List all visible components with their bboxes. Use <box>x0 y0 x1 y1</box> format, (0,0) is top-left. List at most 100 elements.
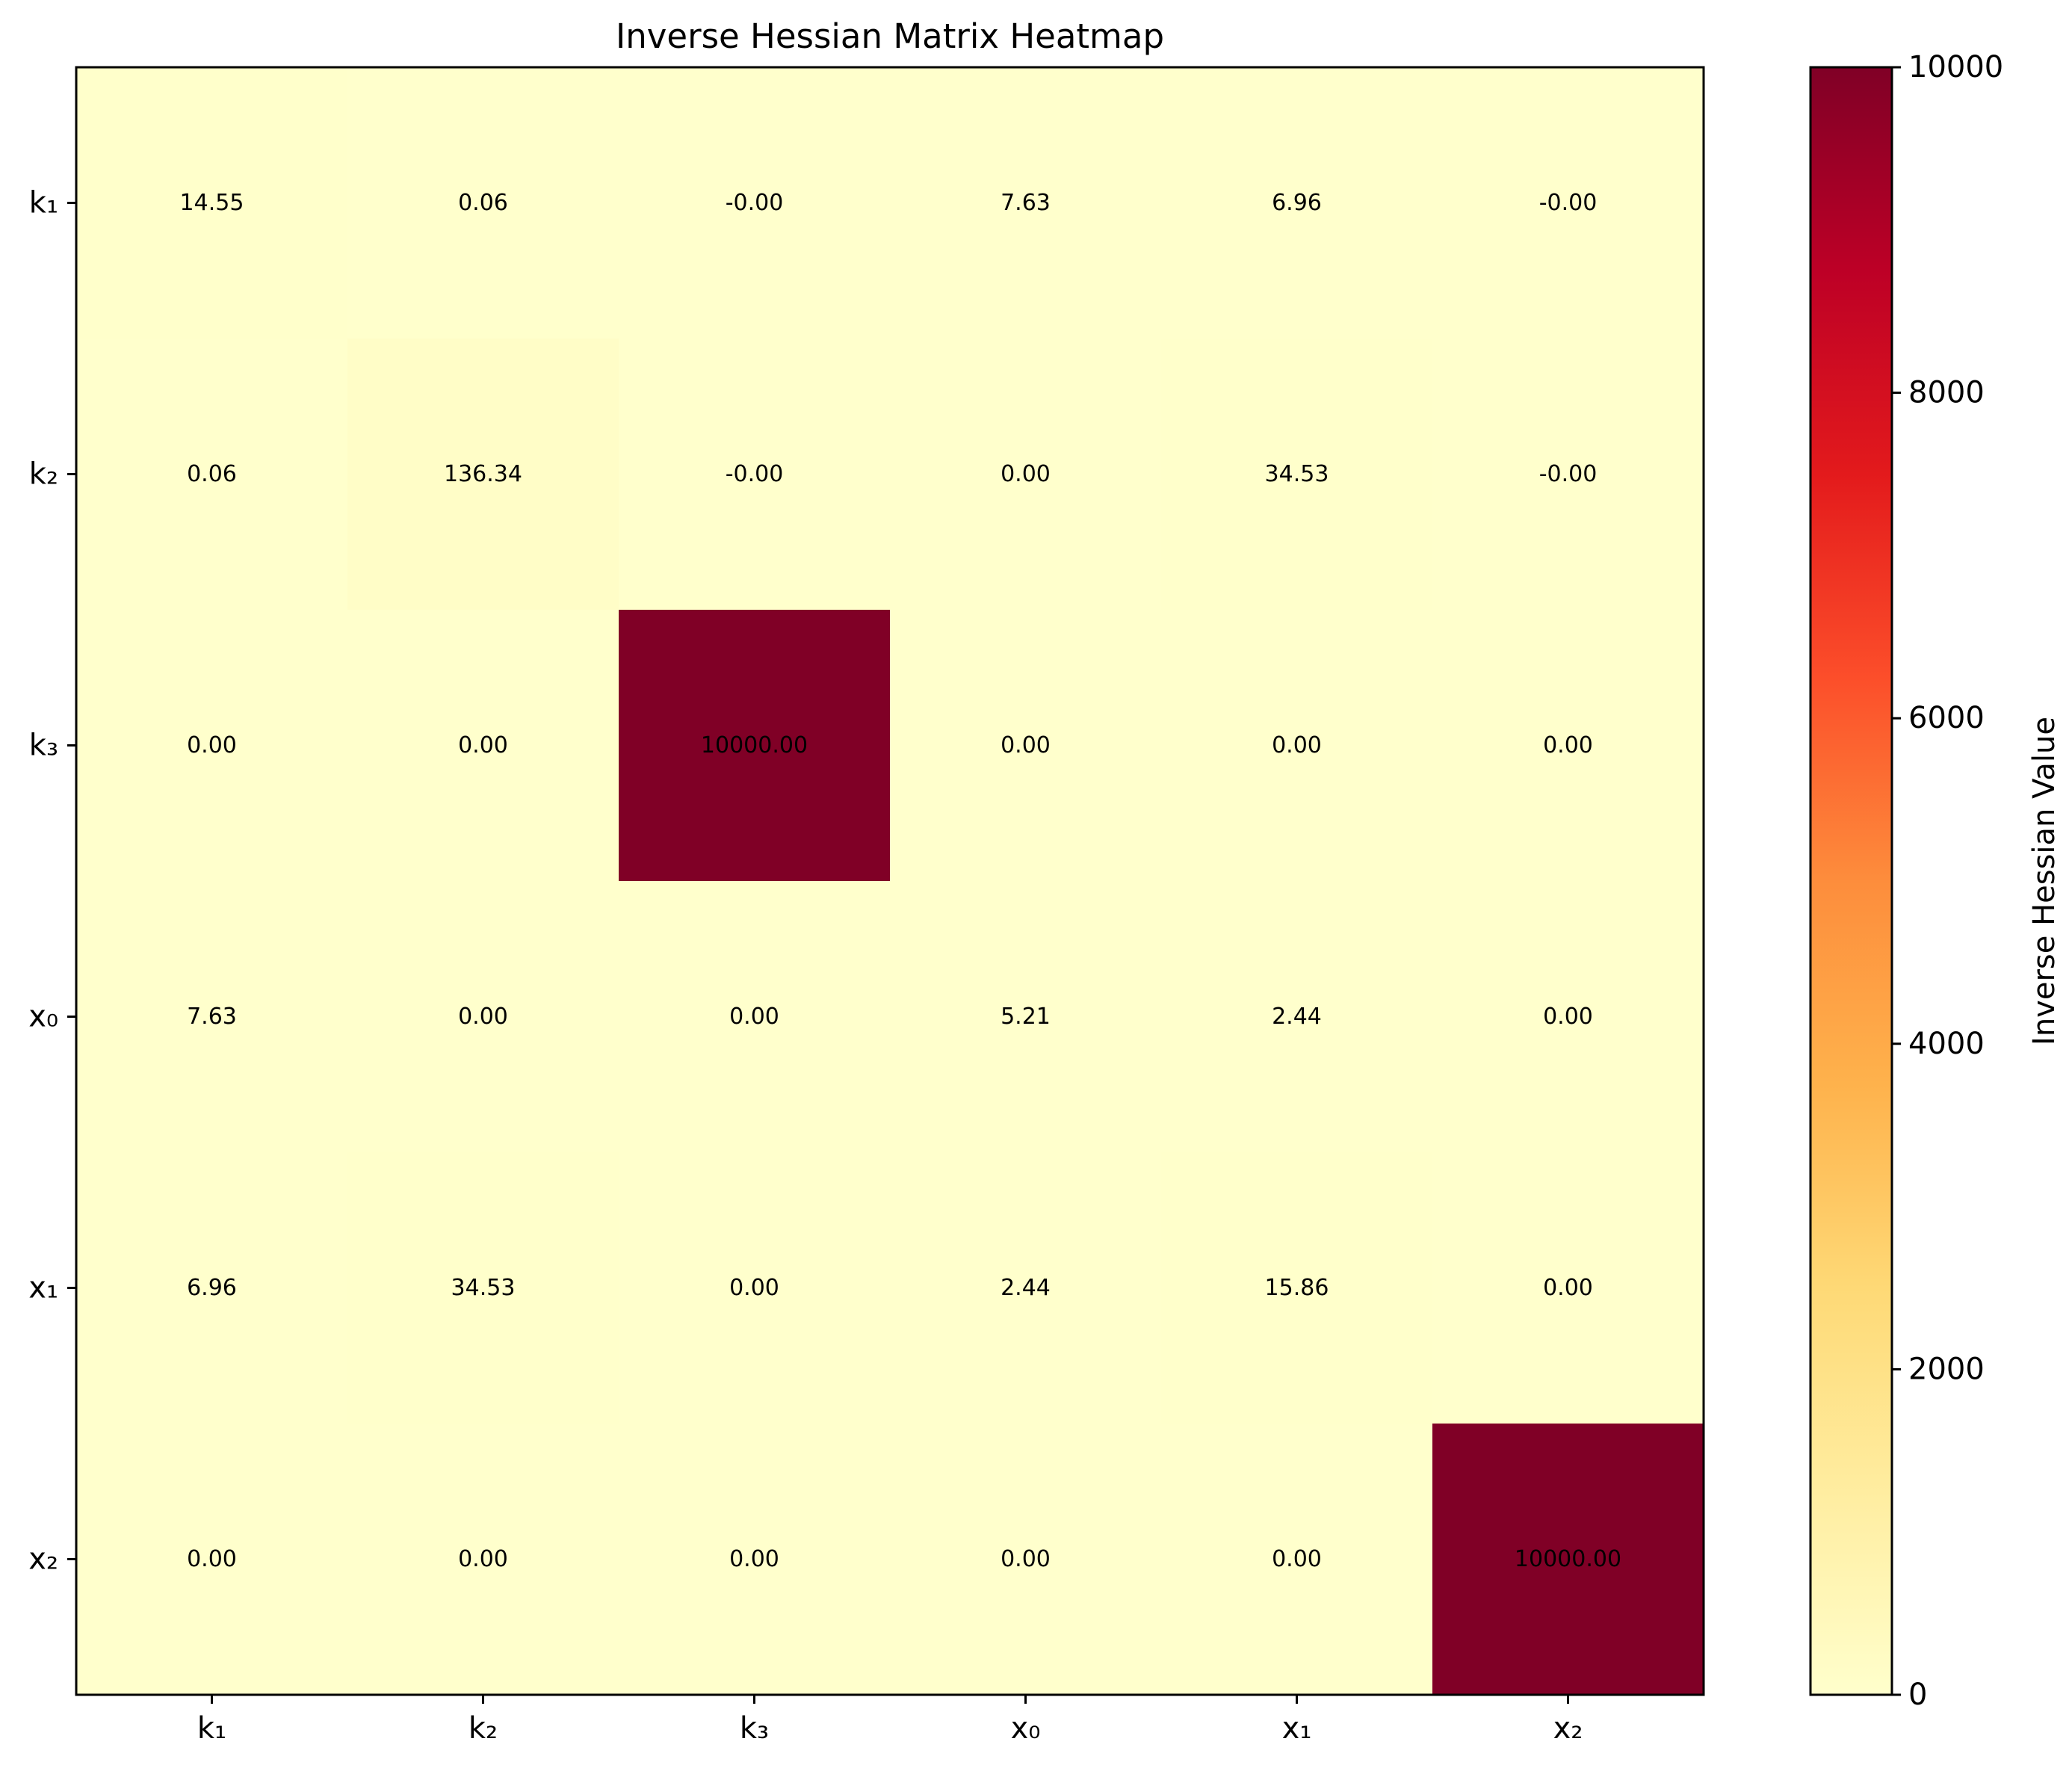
cell-value-label: 34.53 <box>1265 461 1329 487</box>
heatmap-cell <box>1432 610 1704 882</box>
heatmap-cell <box>619 67 891 339</box>
heatmap-cell <box>347 610 619 882</box>
x-axis: k₁ k₂ k₃ x₀ x₁ x₂ <box>197 1695 1583 1746</box>
heatmap-cell <box>1432 67 1704 339</box>
cell-value-label: -0.00 <box>726 461 784 487</box>
heatmap-cell <box>890 1152 1162 1424</box>
colorbar-tick-label: 2000 <box>1908 1352 1985 1386</box>
y-axis: k₁ k₂ k₃ x₀ x₁ x₂ <box>28 186 76 1577</box>
heatmap-cell <box>619 610 891 882</box>
heatmap-cell <box>890 881 1162 1153</box>
heatmap-cell <box>76 339 348 611</box>
colorbar-label: Inverse Hessian Value <box>2027 717 2062 1045</box>
heatmap-cell <box>619 339 891 611</box>
heatmap-cell <box>1161 1152 1433 1424</box>
heatmap-cell <box>619 1424 891 1696</box>
colorbar-tick-label: 8000 <box>1908 376 1985 410</box>
heatmap-cell <box>1432 1424 1704 1696</box>
chart-title: Inverse Hessian Matrix Heatmap <box>616 16 1164 56</box>
cell-value-label: 10000.00 <box>701 732 808 758</box>
heatmap-cell <box>347 881 619 1153</box>
cell-value-label: 6.96 <box>1272 190 1322 216</box>
heatmap-cell <box>1161 881 1433 1153</box>
x-tick-label: k₂ <box>468 1711 498 1746</box>
cell-value-label: 7.63 <box>1001 190 1051 216</box>
colorbar-tick-label: 6000 <box>1908 701 1985 735</box>
y-tick-label: x₁ <box>28 1271 58 1305</box>
x-tick-label: x₁ <box>1282 1711 1312 1746</box>
heatmap-cell <box>890 339 1162 611</box>
cell-value-label: 0.00 <box>1543 1004 1593 1030</box>
cell-value-label: 0.00 <box>1543 732 1593 758</box>
y-tick-label: k₂ <box>29 457 58 492</box>
y-tick-label: x₀ <box>28 1000 58 1034</box>
cell-value-label: 2.44 <box>1001 1275 1051 1301</box>
cell-value-label: 0.00 <box>729 1004 779 1030</box>
cell-value-label: 136.34 <box>444 461 522 487</box>
y-tick-label: k₃ <box>29 729 58 763</box>
heatmap-cell <box>76 881 348 1153</box>
heatmap-cells <box>76 67 1704 1696</box>
heatmap-cell <box>1161 67 1433 339</box>
colorbar-tick-label: 10000 <box>1908 50 2003 84</box>
cell-value-label: 0.00 <box>458 732 508 758</box>
colorbar-tick-label: 4000 <box>1908 1027 1985 1061</box>
heatmap-cell <box>347 1152 619 1424</box>
x-tick-label: x₀ <box>1011 1711 1041 1746</box>
heatmap-cell <box>619 881 891 1153</box>
heatmap-cell-labels: 14.55 0.06 -0.00 7.63 6.96 -0.00 0.06 136.34 -0.… <box>180 190 1622 1572</box>
heatmap-cell <box>619 1152 891 1424</box>
heatmap-cell <box>1161 1424 1433 1696</box>
cell-value-label: 5.21 <box>1001 1004 1051 1030</box>
cell-value-label: 0.00 <box>1001 732 1051 758</box>
colorbar-tick-label: 0 <box>1908 1678 1927 1712</box>
heatmap-cell <box>1432 1152 1704 1424</box>
colorbar-ticks: 0 2000 4000 6000 8000 10000 <box>1892 50 2003 1712</box>
plot-frame <box>75 66 1705 1696</box>
cell-value-label: 0.00 <box>1272 732 1322 758</box>
cell-value-label: 0.00 <box>1001 1546 1051 1572</box>
cell-value-label: 34.53 <box>451 1275 516 1301</box>
y-tick-label: k₁ <box>29 186 58 220</box>
cell-value-label: 10000.00 <box>1515 1546 1621 1572</box>
cell-value-label: 0.06 <box>458 190 508 216</box>
heatmap-cell <box>1161 610 1433 882</box>
x-tick-label: k₃ <box>740 1711 769 1746</box>
heatmap-cell <box>890 1424 1162 1696</box>
heatmap-cell <box>890 610 1162 882</box>
cell-value-label: 0.00 <box>187 732 237 758</box>
heatmap-cell <box>76 1152 348 1424</box>
cell-value-label: 14.55 <box>180 190 244 216</box>
cell-value-label: 0.00 <box>729 1275 779 1301</box>
cell-value-label: -0.00 <box>1539 190 1598 216</box>
heatmap-cell <box>347 1424 619 1696</box>
heatmap-cell <box>1432 339 1704 611</box>
cell-value-label: 7.63 <box>187 1004 237 1030</box>
cell-value-label: 0.00 <box>458 1004 508 1030</box>
heatmap-cell <box>1432 881 1704 1153</box>
cell-value-label: 0.00 <box>729 1546 779 1572</box>
x-tick-label: k₁ <box>197 1711 226 1746</box>
heatmap-cell <box>76 67 348 339</box>
cell-value-label: 0.00 <box>1272 1546 1322 1572</box>
heatmap-cell <box>76 610 348 882</box>
cell-value-label: 15.86 <box>1265 1275 1329 1301</box>
cell-value-label: 0.00 <box>1543 1275 1593 1301</box>
cell-value-label: 2.44 <box>1272 1004 1322 1030</box>
cell-value-label: 0.00 <box>458 1546 508 1572</box>
cell-value-label: -0.00 <box>1539 461 1598 487</box>
colorbar <box>1809 66 1893 1696</box>
heatmap-cell <box>1161 339 1433 611</box>
cell-value-label: 0.00 <box>1001 461 1051 487</box>
heatmap-cell <box>890 67 1162 339</box>
cell-value-label: -0.00 <box>726 190 784 216</box>
cell-value-label: 0.06 <box>187 461 237 487</box>
heatmap-cell <box>76 1424 348 1696</box>
y-tick-label: x₂ <box>28 1542 58 1577</box>
cell-value-label: 6.96 <box>187 1275 237 1301</box>
heatmap-cell <box>347 339 619 611</box>
x-tick-label: x₂ <box>1553 1711 1583 1746</box>
cell-value-label: 0.00 <box>187 1546 237 1572</box>
